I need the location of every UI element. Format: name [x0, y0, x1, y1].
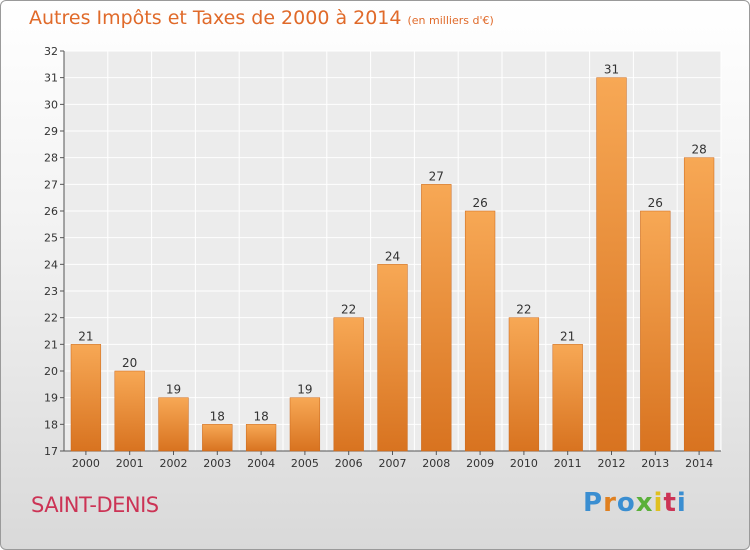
- y-tick-label: 21: [44, 338, 58, 351]
- bar: [683, 157, 715, 452]
- x-tick-label: 2013: [641, 457, 669, 470]
- y-tick-label: 29: [44, 125, 58, 138]
- place-name: SAINT-DENIS: [31, 493, 159, 517]
- data-label: 27: [429, 169, 444, 183]
- data-label: 31: [604, 63, 619, 77]
- bar: [421, 184, 452, 452]
- y-tick-label: 30: [44, 98, 58, 111]
- y-tick-label: 26: [44, 205, 58, 218]
- y-tick-label: 28: [44, 152, 58, 165]
- proxiti-logo: Proxiti: [583, 488, 687, 518]
- bar: [464, 210, 496, 452]
- bar: [596, 77, 627, 452]
- chart-title: Autres Impôts et Taxes de 2000 à 2014 (en…: [29, 7, 494, 29]
- x-tick-label: 2006: [335, 457, 363, 470]
- x-tick-label: 2008: [422, 457, 450, 470]
- y-tick-label: 20: [44, 365, 58, 378]
- logo-letter: x: [635, 488, 654, 518]
- y-tick-label: 17: [44, 445, 58, 458]
- y-tick-label: 27: [44, 178, 58, 191]
- x-tick-label: 2001: [116, 457, 144, 470]
- bar: [158, 397, 189, 452]
- logo-letter: o: [616, 488, 636, 518]
- data-label: 19: [166, 383, 181, 397]
- x-tick-label: 2010: [510, 457, 538, 470]
- data-label: 18: [210, 409, 225, 423]
- bar: [640, 210, 671, 452]
- data-label: 26: [472, 196, 487, 210]
- chart-title-main: Autres Impôts et Taxes de 2000 à 2014: [29, 7, 402, 29]
- data-label: 20: [122, 356, 137, 370]
- data-label: 22: [516, 303, 531, 317]
- x-tick-label: 2003: [203, 457, 231, 470]
- bar: [245, 424, 277, 452]
- chart-title-unit: (en milliers d'€): [407, 14, 494, 27]
- bar: [377, 264, 408, 452]
- x-tick-label: 2014: [685, 457, 713, 470]
- x-tick-label: 2007: [379, 457, 407, 470]
- y-tick-label: 32: [44, 45, 58, 58]
- logo-letter: P: [583, 488, 604, 518]
- y-tick-label: 24: [44, 258, 58, 271]
- logo-letter: i: [653, 488, 664, 518]
- data-label: 21: [560, 329, 575, 343]
- logo-letter: r: [603, 488, 617, 518]
- data-label: 26: [648, 196, 663, 210]
- bar: [333, 317, 364, 452]
- bar: [114, 370, 145, 452]
- logo-letter: t: [663, 488, 677, 518]
- x-tick-label: 2000: [72, 457, 100, 470]
- y-tick-label: 18: [44, 418, 58, 431]
- data-label: 18: [253, 409, 268, 423]
- y-tick-label: 25: [44, 232, 58, 245]
- data-label: 21: [78, 329, 93, 343]
- x-tick-label: 2004: [247, 457, 275, 470]
- y-tick-label: 19: [44, 392, 58, 405]
- x-tick-label: 2005: [291, 457, 319, 470]
- bar: [202, 424, 233, 452]
- bar: [508, 317, 540, 452]
- x-tick-label: 2002: [160, 457, 188, 470]
- data-label: 24: [385, 249, 400, 263]
- data-label: 19: [297, 383, 312, 397]
- bar: [70, 344, 102, 452]
- x-tick-label: 2011: [554, 457, 582, 470]
- data-label: 22: [341, 303, 356, 317]
- data-label: 28: [691, 143, 706, 157]
- y-tick-label: 23: [44, 285, 58, 298]
- bar: [289, 397, 321, 452]
- y-tick-label: 22: [44, 312, 58, 325]
- y-tick-label: 31: [44, 72, 58, 85]
- bar: [552, 344, 583, 452]
- x-tick-label: 2012: [598, 457, 626, 470]
- logo-letter: i: [676, 488, 687, 518]
- x-tick-label: 2009: [466, 457, 494, 470]
